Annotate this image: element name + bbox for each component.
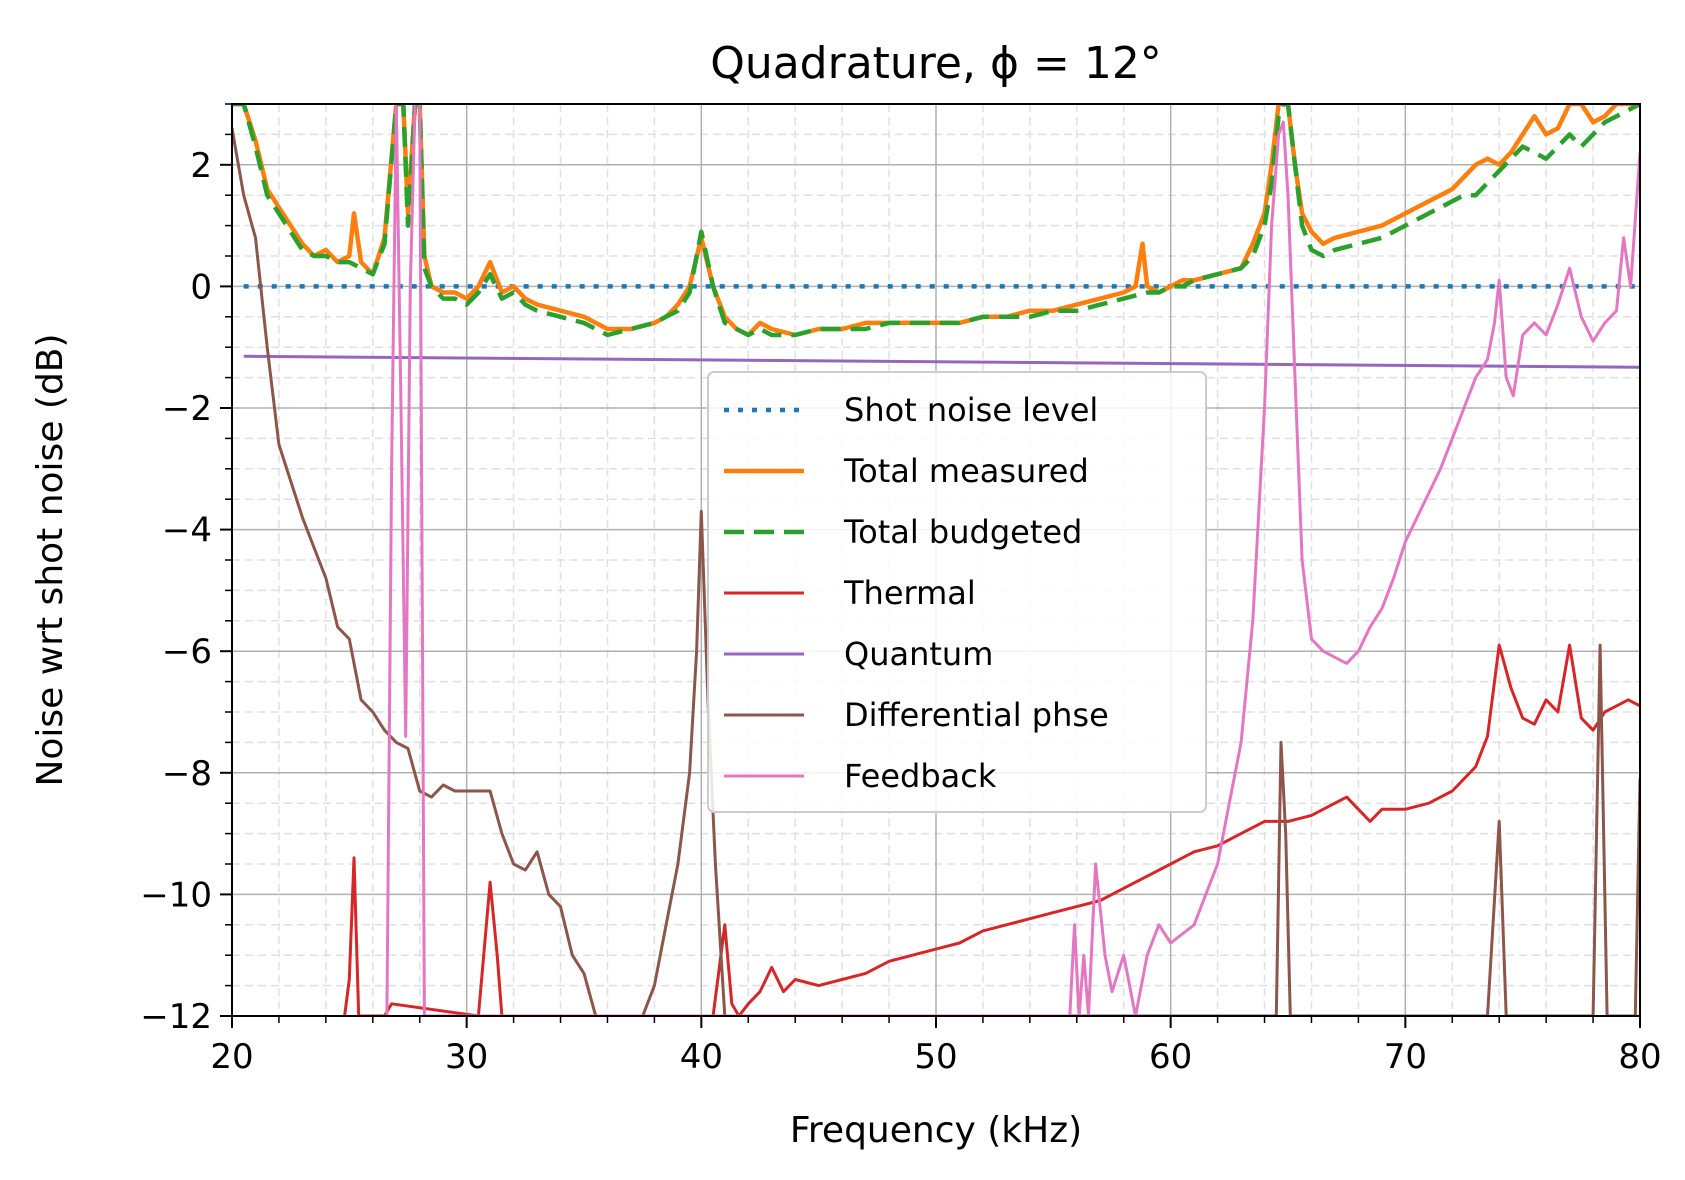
x-tick-label: 70: [1384, 1037, 1427, 1077]
y-tick-label: −12: [140, 997, 212, 1037]
series-line-thermal: [343, 643, 1640, 1016]
x-tick-label: 80: [1618, 1037, 1661, 1077]
y-tick-label: −8: [162, 754, 212, 794]
series-layer: [232, 104, 1640, 1016]
legend-label: Total budgeted: [843, 513, 1082, 551]
legend-label: Feedback: [844, 757, 997, 795]
legend-label: Quantum: [844, 635, 993, 673]
y-tick-label: 2: [190, 146, 212, 186]
y-tick-label: −10: [140, 875, 212, 915]
x-tick-label: 60: [1149, 1037, 1192, 1077]
y-axis-label: Noise wrt shot noise (dB): [30, 333, 71, 786]
x-axis-label: Frequency (kHz): [790, 1110, 1082, 1151]
y-tick-label: −6: [162, 632, 212, 672]
legend-label: Shot noise level: [844, 391, 1098, 429]
legend: Shot noise level Total measured Total budg…: [707, 371, 1207, 813]
legend-box: [707, 371, 1207, 813]
series-line-feedback: [385, 104, 1640, 1016]
legend-label: Thermal: [843, 574, 976, 612]
y-tick-label: −2: [162, 389, 212, 429]
axis-ticks: 20 30 40 50 60 70 80 −12 −10 −8 −6 −4 −2 0 2: [140, 103, 1662, 1077]
x-tick-label: 20: [210, 1037, 253, 1077]
x-tick-label: 40: [680, 1037, 723, 1077]
legend-label: Differential phse: [844, 696, 1109, 734]
series-line-total-budgeted: [232, 104, 1640, 338]
series-line-differential-phse: [232, 128, 1640, 1016]
x-tick-label: 50: [914, 1037, 957, 1077]
y-tick-label: 0: [190, 267, 212, 307]
y-tick-label: −4: [162, 511, 212, 551]
series-line-quantum: [243, 354, 1640, 369]
legend-label: Total measured: [843, 452, 1089, 490]
chart-title: Quadrature, ϕ = 12°: [710, 38, 1162, 89]
x-tick-label: 30: [445, 1037, 488, 1077]
